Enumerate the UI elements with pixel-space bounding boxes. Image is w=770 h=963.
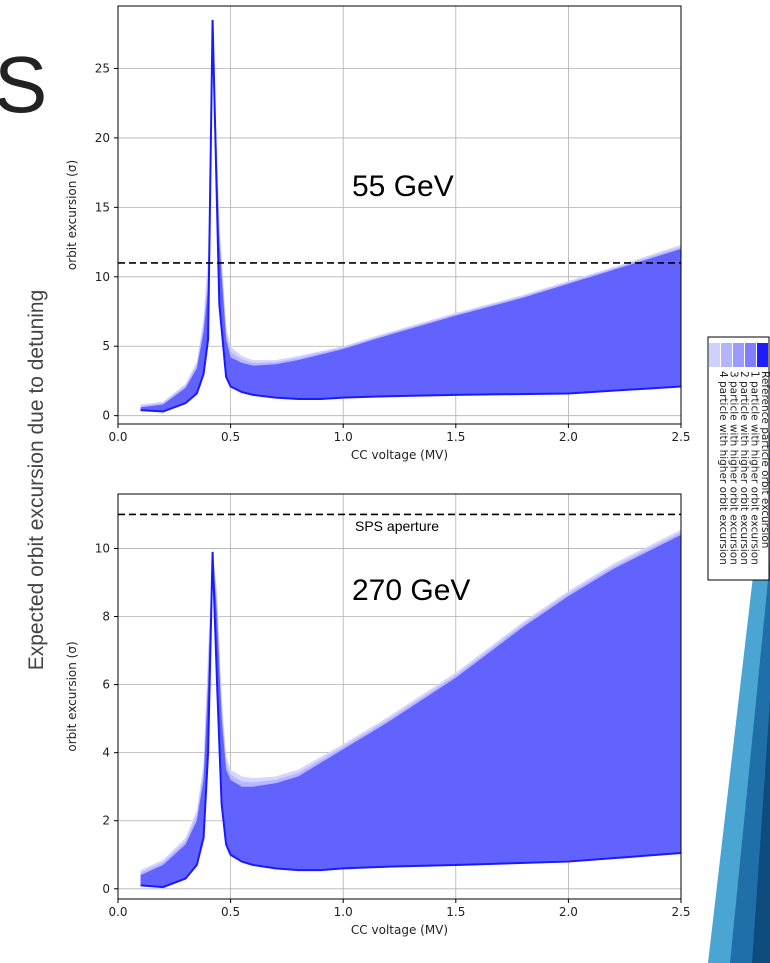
x-tick-label: 1.5 bbox=[446, 905, 465, 919]
legend-swatch bbox=[721, 343, 732, 367]
plot-frame bbox=[117, 493, 682, 900]
y-tick-label: 4 bbox=[102, 746, 110, 760]
legend-entry: 2 particle with higher orbit excursion bbox=[738, 371, 750, 565]
legend-swatch bbox=[757, 343, 768, 367]
legend-entry: 4 particle with higher orbit excursion bbox=[717, 371, 729, 565]
y-tick-label: 25 bbox=[95, 61, 110, 75]
reference-particle-line bbox=[140, 551, 681, 889]
aperture-label: SPS aperture bbox=[355, 518, 439, 534]
y-tick-label: 10 bbox=[95, 541, 110, 555]
y-tick-label: 10 bbox=[95, 270, 110, 284]
x-tick-label: 0.5 bbox=[221, 430, 240, 444]
x-axis-label: CC voltage (MV) bbox=[351, 448, 448, 462]
x-axis-label: CC voltage (MV) bbox=[351, 923, 448, 937]
chart-55gev: 0.0 0.5 1.0 1.5 2.0 2.5 0 5 10 15 20 25 CC voltage (… bbox=[65, 5, 691, 462]
legend-entry: 3 particle with higher orbit excursion bbox=[728, 371, 740, 565]
x-tick-label: 0.0 bbox=[108, 430, 127, 444]
x-tick-label: 1.0 bbox=[334, 430, 353, 444]
x-tick-label: 2.0 bbox=[559, 430, 578, 444]
y-tick-label: 0 bbox=[102, 882, 110, 896]
legend-swatch bbox=[733, 343, 744, 367]
chart-270gev: 0.0 0.5 1.0 1.5 2.0 2.5 0 2 4 6 8 10 CC voltage (MV)… bbox=[65, 493, 691, 937]
side-axis-label: Expected orbit excursion due to detuning bbox=[25, 290, 48, 671]
y-tick-label: 15 bbox=[95, 200, 110, 214]
y-tick-label: 5 bbox=[102, 339, 110, 353]
x-tick-label: 2.5 bbox=[671, 905, 690, 919]
y-tick-label: 2 bbox=[102, 814, 110, 828]
energy-annotation: 270 GeV bbox=[352, 574, 470, 607]
x-tick-label: 0.5 bbox=[221, 905, 240, 919]
y-axis-label: orbit excursion (σ) bbox=[65, 160, 79, 270]
plot-frame bbox=[117, 5, 682, 425]
reference-particle-line bbox=[140, 19, 681, 413]
x-tick-label: 1.0 bbox=[334, 905, 353, 919]
band-upper-envelope bbox=[140, 534, 681, 888]
x-tick-label: 1.5 bbox=[446, 430, 465, 444]
y-axis-label: orbit excursion (σ) bbox=[65, 641, 79, 751]
x-tick-label: 2.0 bbox=[559, 905, 578, 919]
band-upper-envelope bbox=[140, 19, 681, 412]
legend-entry: Reference particle orbit excursion bbox=[759, 371, 770, 548]
y-tick-label: 0 bbox=[102, 409, 110, 423]
y-tick-label: 20 bbox=[95, 131, 110, 145]
grid bbox=[118, 6, 681, 424]
x-tick-label: 2.5 bbox=[671, 430, 690, 444]
slide-title-fragment: S bbox=[0, 40, 47, 129]
x-tick-label: 0.0 bbox=[108, 905, 127, 919]
y-tick-label: 8 bbox=[102, 610, 110, 624]
legend-swatch bbox=[709, 343, 720, 367]
legend-entry: 1 particle with higher orbit excursion bbox=[749, 371, 761, 565]
legend-swatch bbox=[745, 343, 756, 367]
y-tick-label: 6 bbox=[102, 678, 110, 692]
energy-annotation: 55 GeV bbox=[352, 170, 454, 203]
